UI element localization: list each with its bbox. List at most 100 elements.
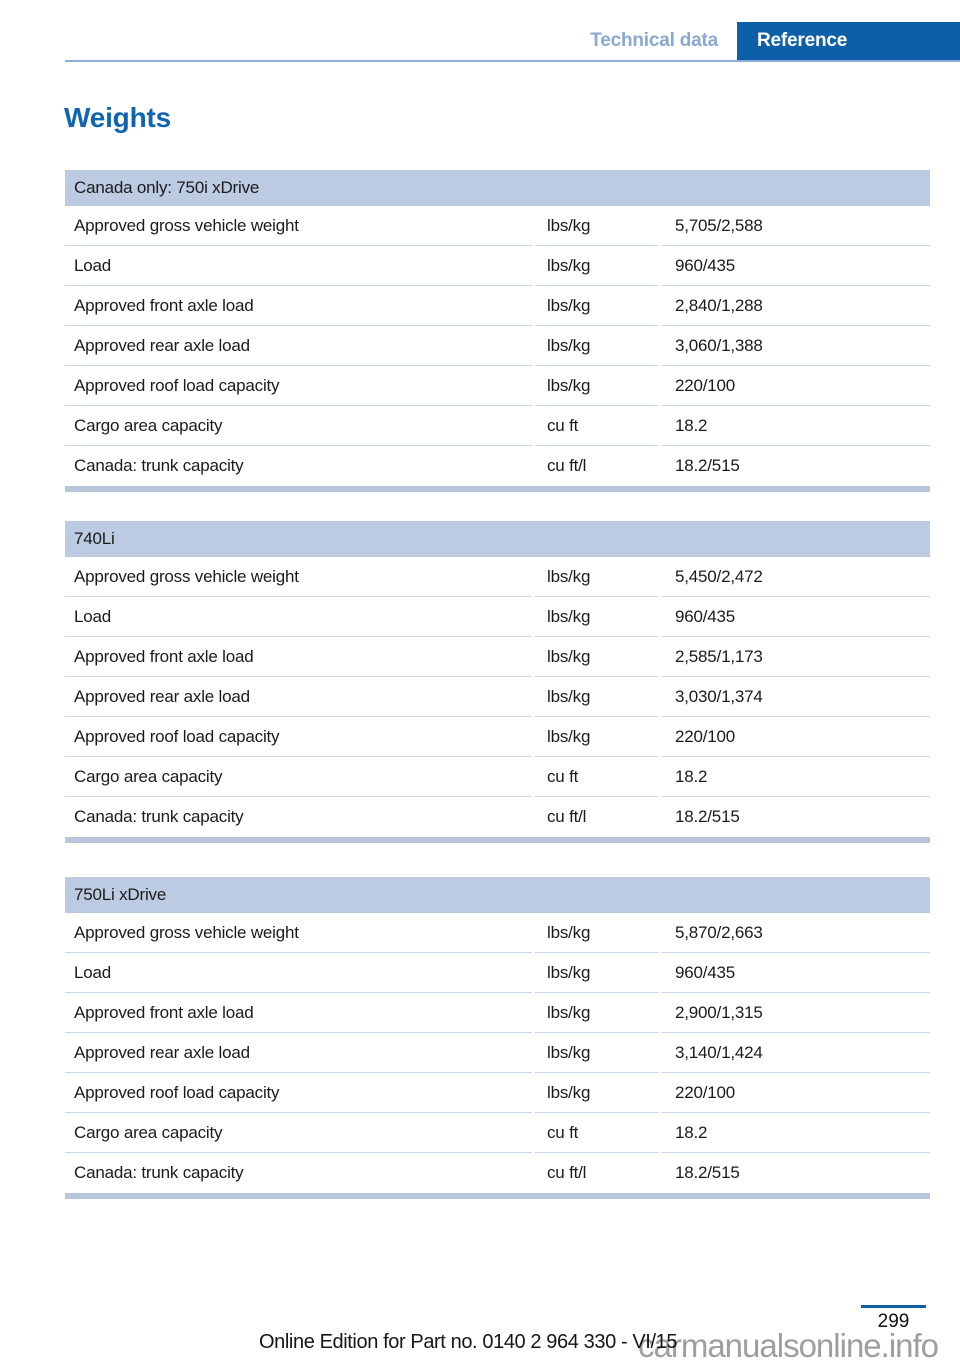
row-value: 18.2/515 (675, 1163, 740, 1182)
row-label: Canada: trunk capacity (74, 807, 244, 826)
row-unit: cu ft (535, 406, 659, 446)
table-bottom-bar (65, 486, 930, 492)
table-rows: Approved gross vehicle weight lbs/kg 5,870… (65, 913, 930, 1193)
footer-edition-text: Online Edition for Part no. 0140 2 964 3… (259, 1331, 678, 1353)
row-label: Approved roof load capacity (65, 717, 532, 757)
table-row: Approved front axle load lbs/kg 2,840/1,28… (65, 286, 930, 326)
table-row: Canada: trunk capacity cu ft/l 18.2/515 (65, 797, 930, 837)
table-title: 740Li (65, 521, 930, 557)
table-row: Load lbs/kg 960/435 (65, 246, 930, 286)
row-unit: lbs/kg (535, 206, 659, 246)
table-rows: Approved gross vehicle weight lbs/kg 5,450… (65, 557, 930, 837)
row-value: 220/100 (662, 1073, 930, 1113)
spec-table-750li-xdrive: 750Li xDrive Approved gross vehicle weig… (65, 877, 930, 1199)
table-row: Approved roof load capacity lbs/kg 220/100 (65, 1073, 930, 1113)
table-bottom-bar (65, 1193, 930, 1199)
table-bottom-bar (65, 837, 930, 843)
table-row: Approved rear axle load lbs/kg 3,140/1,424 (65, 1033, 930, 1073)
row-unit: lbs/kg (535, 246, 659, 286)
row-value: 960/435 (662, 597, 930, 637)
row-value: 18.2 (662, 406, 930, 446)
row-label: Cargo area capacity (65, 1113, 532, 1153)
row-value: 18.2/515 (675, 807, 740, 826)
row-unit: lbs/kg (535, 953, 659, 993)
header-section-label: Technical data (590, 30, 718, 51)
row-label: Cargo area capacity (65, 757, 532, 797)
table-row: Cargo area capacity cu ft 18.2 (65, 757, 930, 797)
row-unit: lbs/kg (535, 1073, 659, 1113)
row-label: Approved rear axle load (65, 1033, 532, 1073)
row-label: Approved rear axle load (65, 677, 532, 717)
row-label: Canada: trunk capacity (74, 1163, 244, 1182)
row-value: 2,900/1,315 (662, 993, 930, 1033)
row-label: Load (65, 246, 532, 286)
row-label: Approved gross vehicle weight (65, 913, 532, 953)
page-number: 299 (877, 1311, 910, 1332)
row-value: 960/435 (662, 246, 930, 286)
watermark: carmanualsonline.info (638, 1327, 939, 1362)
row-label: Approved front axle load (65, 286, 532, 326)
row-value: 2,840/1,288 (662, 286, 930, 326)
row-value: 3,030/1,374 (662, 677, 930, 717)
row-unit: cu ft (535, 757, 659, 797)
row-value: 960/435 (662, 953, 930, 993)
table-row: Approved gross vehicle weight lbs/kg 5,450… (65, 557, 930, 597)
row-unit: lbs/kg (535, 717, 659, 757)
row-value: 18.2/515 (675, 456, 740, 475)
table-row: Approved gross vehicle weight lbs/kg 5,870… (65, 913, 930, 953)
row-value: 3,060/1,388 (662, 326, 930, 366)
table-row: Canada: trunk capacity cu ft/l 18.2/515 (65, 446, 930, 486)
header-chapter-tab: Reference (737, 22, 960, 60)
row-value: 220/100 (662, 717, 930, 757)
spec-table-740li: 740Li Approved gross vehicle weight lbs/k… (65, 521, 930, 843)
row-label: Canada: trunk capacity (74, 456, 244, 475)
table-row: Approved gross vehicle weight lbs/kg 5,705… (65, 206, 930, 246)
row-label: Approved rear axle load (65, 326, 532, 366)
row-value: 18.2 (662, 1113, 930, 1153)
table-row: Load lbs/kg 960/435 (65, 953, 930, 993)
row-unit: lbs/kg (535, 637, 659, 677)
row-unit: lbs/kg (535, 326, 659, 366)
row-value: 2,585/1,173 (662, 637, 930, 677)
row-unit: lbs/kg (535, 286, 659, 326)
table-rows: Approved gross vehicle weight lbs/kg 5,705… (65, 206, 930, 486)
table-row: Load lbs/kg 960/435 (65, 597, 930, 637)
row-label: Approved roof load capacity (65, 1073, 532, 1113)
table-row: Approved roof load capacity lbs/kg 220/100 (65, 717, 930, 757)
table-row: Canada: trunk capacity cu ft/l 18.2/515 (65, 1153, 930, 1193)
row-unit: lbs/kg (535, 597, 659, 637)
row-label: Approved gross vehicle weight (65, 557, 532, 597)
row-label: Load (65, 953, 532, 993)
row-unit: cu ft (535, 1113, 659, 1153)
row-unit: cu ft/l (547, 1163, 587, 1182)
row-unit: lbs/kg (535, 366, 659, 406)
page-title: Weights (64, 102, 171, 133)
table-row: Approved front axle load lbs/kg 2,900/1,31… (65, 993, 930, 1033)
row-unit: cu ft/l (547, 807, 587, 826)
row-label: Cargo area capacity (65, 406, 532, 446)
row-label: Approved gross vehicle weight (65, 206, 532, 246)
row-label: Approved front axle load (65, 993, 532, 1033)
table-row: Cargo area capacity cu ft 18.2 (65, 406, 930, 446)
row-label: Approved front axle load (65, 637, 532, 677)
table-row: Approved front axle load lbs/kg 2,585/1,17… (65, 637, 930, 677)
row-value: 5,705/2,588 (662, 206, 930, 246)
table-row: Cargo area capacity cu ft 18.2 (65, 1113, 930, 1153)
table-row: Approved roof load capacity lbs/kg 220/100 (65, 366, 930, 406)
row-unit: lbs/kg (535, 1033, 659, 1073)
row-unit: lbs/kg (535, 677, 659, 717)
row-value: 18.2 (662, 757, 930, 797)
row-label: Approved roof load capacity (65, 366, 532, 406)
row-value: 5,450/2,472 (662, 557, 930, 597)
row-unit: cu ft/l (547, 456, 587, 475)
spec-table-canada-750i-xdrive: Canada only: 750i xDrive Approved gross … (65, 170, 930, 492)
row-unit: lbs/kg (535, 913, 659, 953)
row-unit: lbs/kg (535, 993, 659, 1033)
table-row: Approved rear axle load lbs/kg 3,060/1,388 (65, 326, 930, 366)
table-title: 750Li xDrive (65, 877, 930, 913)
row-value: 220/100 (662, 366, 930, 406)
page-number-rule (861, 1305, 926, 1308)
row-value: 5,870/2,663 (662, 913, 930, 953)
row-label: Load (65, 597, 532, 637)
